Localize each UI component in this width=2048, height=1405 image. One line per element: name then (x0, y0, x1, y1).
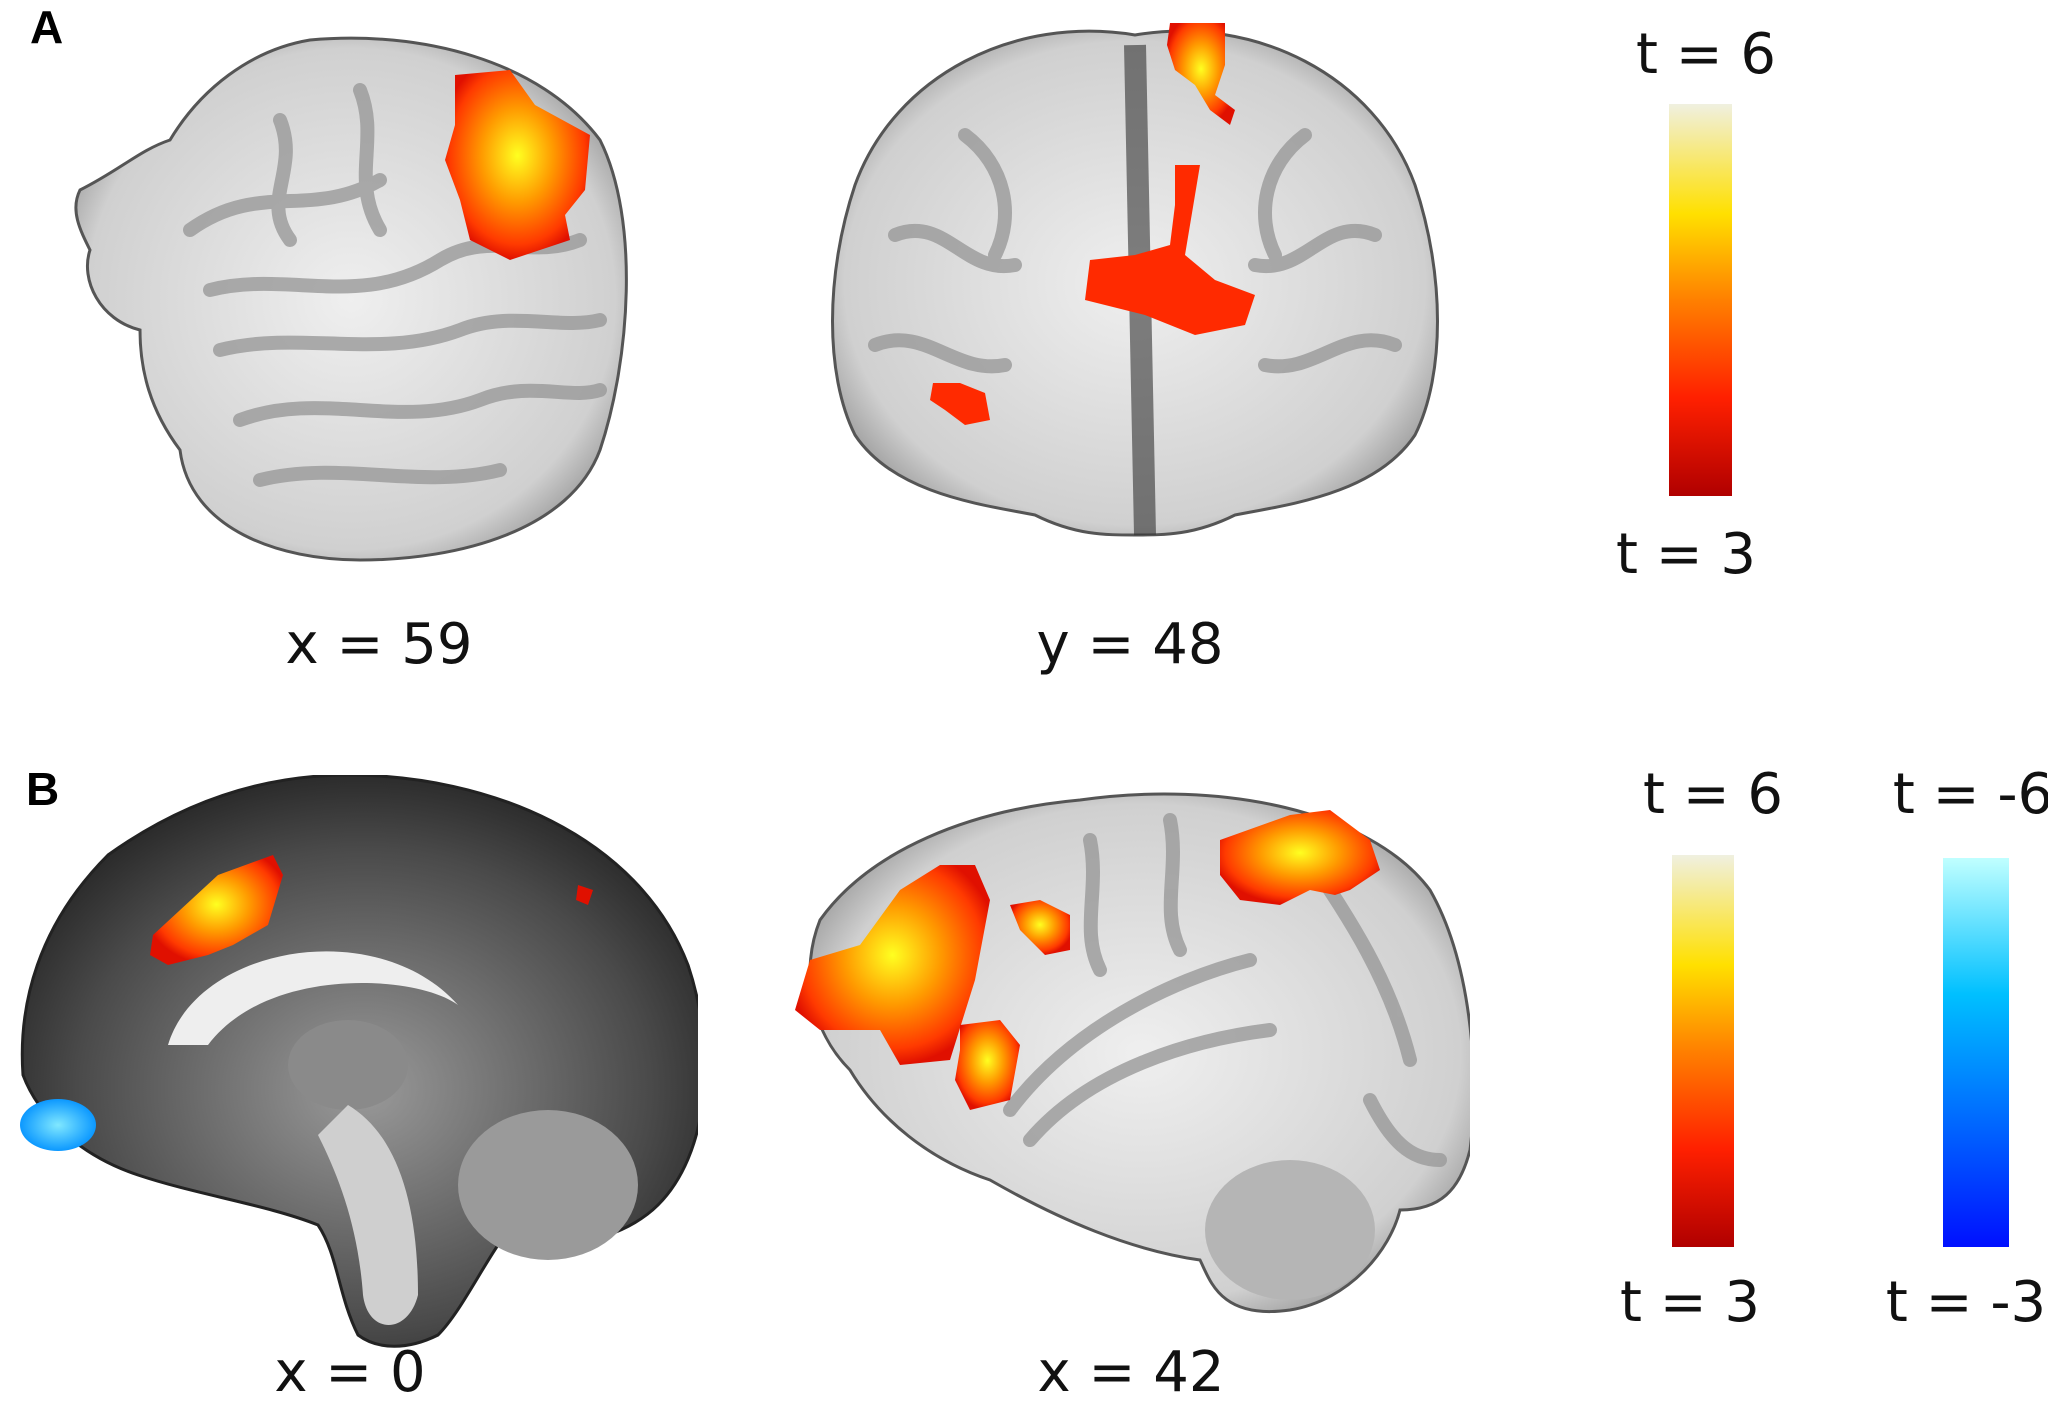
deactivation-cluster (20, 1099, 96, 1151)
colorbar-b-negative-min-label: t = -3 (1885, 1270, 2047, 1335)
brain-slice-b-lateral (795, 792, 1470, 1313)
colorbar-a-min-label: t = 3 (1615, 522, 1757, 587)
activation-cluster (930, 383, 990, 425)
activation-clusters (795, 810, 1380, 1110)
activation-cluster (1220, 810, 1380, 905)
brain-slice-b-medial (20, 775, 698, 1348)
panel-label-a: A (30, 1, 64, 53)
thalamus (288, 1020, 408, 1110)
colorbar-b-positive-min-label: t = 3 (1619, 1270, 1761, 1335)
activation-cluster (1085, 165, 1255, 335)
activation-cluster (955, 1020, 1020, 1110)
activation-clusters (930, 23, 1255, 425)
brainstem (318, 1105, 418, 1325)
colorbar-b-positive (1672, 855, 1734, 1247)
activation-cluster (445, 70, 590, 260)
activation-cluster (150, 855, 283, 965)
colorbar-b-negative (1943, 858, 2009, 1247)
activation-cluster (1167, 23, 1235, 125)
corpus-callosum (168, 951, 458, 1045)
activation-cluster (576, 885, 593, 905)
colorbar-a-positive (1669, 104, 1732, 496)
slice-label-y48: y = 48 (1036, 612, 1224, 677)
cerebellum (458, 1110, 638, 1260)
gyri-pattern (868, 128, 1402, 374)
activation-cluster (1010, 900, 1070, 955)
colorbar-b-positive-max-label: t = 6 (1642, 762, 1784, 827)
colorbar-b-negative-max-label: t = -6 (1892, 762, 2048, 827)
activation-cluster (795, 865, 990, 1065)
brain-slice-a-sagittal (74, 36, 628, 562)
brain-slice-a-coronal (831, 23, 1439, 537)
panel-label-b: B (26, 763, 60, 815)
slice-label-x0: x = 0 (274, 1340, 426, 1405)
cerebellum (1205, 1160, 1375, 1300)
colorbar-a-max-label: t = 6 (1635, 22, 1777, 87)
slice-label-x42: x = 42 (1037, 1340, 1225, 1405)
slice-label-x59: x = 59 (285, 612, 473, 677)
